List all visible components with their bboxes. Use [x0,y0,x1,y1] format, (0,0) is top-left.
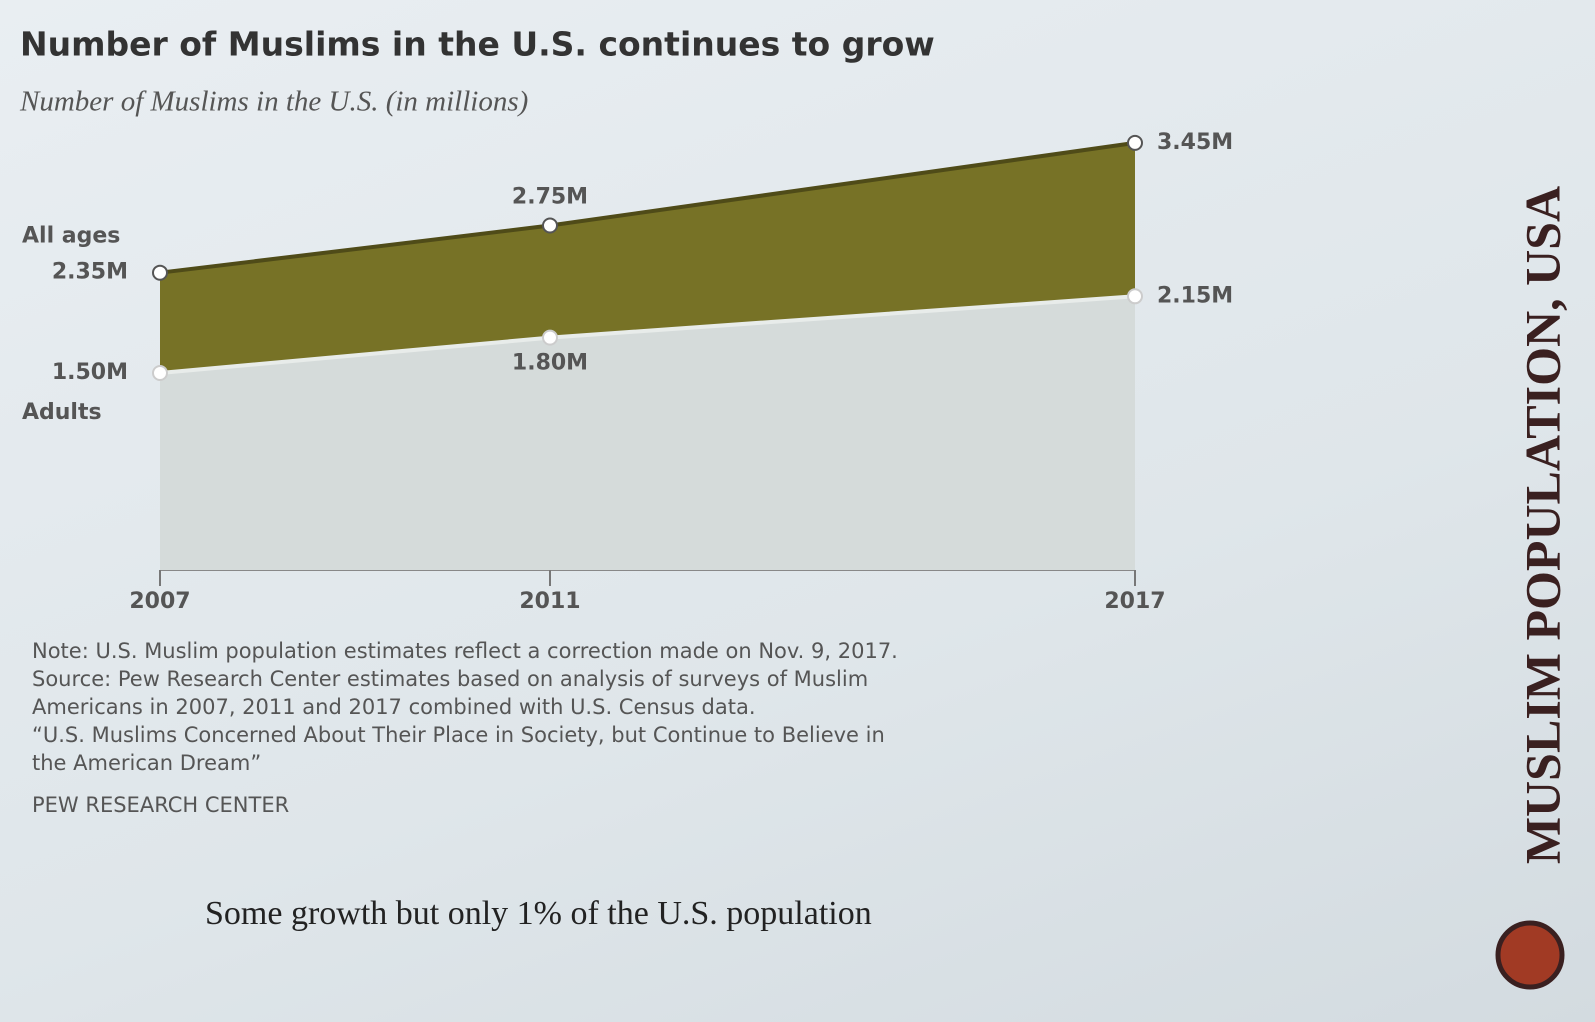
note-line: the American Dream” [32,751,261,775]
x-tick-label: 2011 [519,589,580,614]
value-label: 1.80M [512,351,588,376]
chart-subtitle: Number of Muslims in the U.S. (in millio… [19,86,528,118]
note-line: Source: Pew Research Center estimates ba… [32,667,868,691]
chart-title: Number of Muslims in the U.S. continues … [20,25,935,64]
area [160,296,1135,570]
x-tick-label: 2007 [129,589,190,614]
note-line: Note: U.S. Muslim population estimates r… [32,639,898,663]
value-label: 2.75M [512,185,588,210]
caption: Some growth but only 1% of the U.S. popu… [205,895,872,932]
point [152,365,168,381]
series-label: Adults [22,400,102,425]
x-tick-label: 2017 [1104,589,1165,614]
point [542,329,558,346]
value-label: 3.45M [1157,130,1233,155]
value-label: 2.15M [1157,283,1233,308]
note-line: Americans in 2007, 2011 and 2017 combine… [32,695,756,719]
plot [159,140,1136,571]
value-label: 1.50M [52,360,128,385]
notes: Note: U.S. Muslim population estimates r… [32,639,898,775]
series-label: All ages [22,224,120,249]
point [1127,134,1143,151]
bullet-icon [1495,920,1565,990]
credit: PEW RESEARCH CENTER [32,793,289,817]
note-line: “U.S. Muslims Concerned About Their Plac… [32,723,885,747]
side-title: MUSLIM POPULATION, USA [1514,186,1570,864]
point [152,264,168,281]
point [1127,288,1143,305]
point [542,217,558,234]
value-label: 2.35M [52,260,128,285]
